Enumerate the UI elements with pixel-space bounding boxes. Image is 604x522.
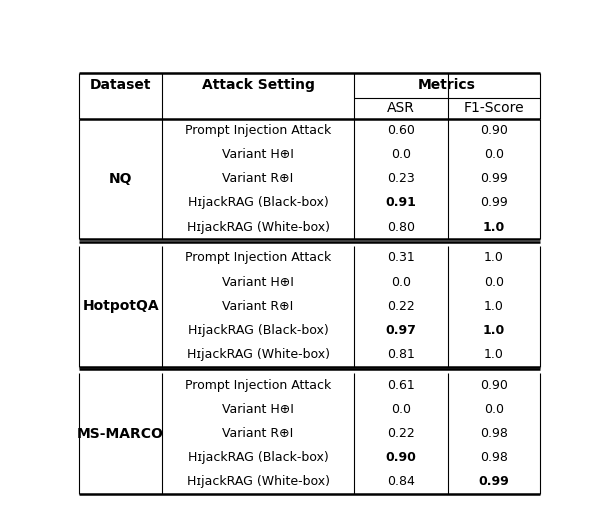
- Text: 0.98: 0.98: [480, 427, 508, 440]
- Text: HɪjackRAG (Black-box): HɪjackRAG (Black-box): [188, 196, 329, 209]
- Text: 0.22: 0.22: [387, 300, 415, 313]
- Text: 0.31: 0.31: [387, 252, 415, 265]
- Text: Variant R⊕I: Variant R⊕I: [222, 300, 294, 313]
- Text: MS-MARCO: MS-MARCO: [77, 426, 164, 441]
- Text: Metrics: Metrics: [418, 78, 476, 92]
- Text: 1.0: 1.0: [483, 324, 505, 337]
- Text: Variant R⊕I: Variant R⊕I: [222, 172, 294, 185]
- Text: 1.0: 1.0: [484, 252, 504, 265]
- Text: 0.22: 0.22: [387, 427, 415, 440]
- Text: 0.0: 0.0: [391, 276, 411, 289]
- Text: 0.80: 0.80: [387, 220, 415, 233]
- Text: Prompt Injection Attack: Prompt Injection Attack: [185, 124, 331, 137]
- Text: HotpotQA: HotpotQA: [82, 299, 159, 313]
- Text: 0.0: 0.0: [484, 148, 504, 161]
- Text: Prompt Injection Attack: Prompt Injection Attack: [185, 252, 331, 265]
- Text: ASR: ASR: [387, 101, 415, 115]
- Text: Variant H⊕I: Variant H⊕I: [222, 276, 294, 289]
- Text: 0.90: 0.90: [480, 124, 508, 137]
- Text: 1.0: 1.0: [483, 220, 505, 233]
- Text: 0.97: 0.97: [385, 324, 416, 337]
- Text: 0.99: 0.99: [478, 476, 509, 489]
- Text: Prompt Injection Attack: Prompt Injection Attack: [185, 379, 331, 392]
- Text: 0.84: 0.84: [387, 476, 415, 489]
- Text: 0.0: 0.0: [484, 403, 504, 416]
- Text: NQ: NQ: [109, 172, 132, 186]
- Text: 0.61: 0.61: [387, 379, 415, 392]
- Text: Variant H⊕I: Variant H⊕I: [222, 403, 294, 416]
- Text: 0.98: 0.98: [480, 451, 508, 464]
- Text: 0.81: 0.81: [387, 348, 415, 361]
- Text: HɪjackRAG (White-box): HɪjackRAG (White-box): [187, 348, 330, 361]
- Text: HɪjackRAG (White-box): HɪjackRAG (White-box): [187, 220, 330, 233]
- Text: 0.0: 0.0: [391, 148, 411, 161]
- Text: Variant H⊕I: Variant H⊕I: [222, 148, 294, 161]
- Text: 0.99: 0.99: [480, 172, 507, 185]
- Text: 1.0: 1.0: [484, 300, 504, 313]
- Text: 0.0: 0.0: [391, 403, 411, 416]
- Text: 0.90: 0.90: [480, 379, 508, 392]
- Text: Variant R⊕I: Variant R⊕I: [222, 427, 294, 440]
- Text: F1-Score: F1-Score: [463, 101, 524, 115]
- Text: 0.90: 0.90: [385, 451, 416, 464]
- Text: 1.0: 1.0: [484, 348, 504, 361]
- Text: 0.23: 0.23: [387, 172, 415, 185]
- Text: HɪjackRAG (White-box): HɪjackRAG (White-box): [187, 476, 330, 489]
- Text: 0.0: 0.0: [484, 276, 504, 289]
- Text: 0.60: 0.60: [387, 124, 415, 137]
- Text: Dataset: Dataset: [90, 78, 152, 92]
- Text: 0.99: 0.99: [480, 196, 507, 209]
- Text: Attack Setting: Attack Setting: [202, 78, 315, 92]
- Text: 0.91: 0.91: [385, 196, 416, 209]
- Text: HɪjackRAG (Black-box): HɪjackRAG (Black-box): [188, 324, 329, 337]
- Text: HɪjackRAG (Black-box): HɪjackRAG (Black-box): [188, 451, 329, 464]
